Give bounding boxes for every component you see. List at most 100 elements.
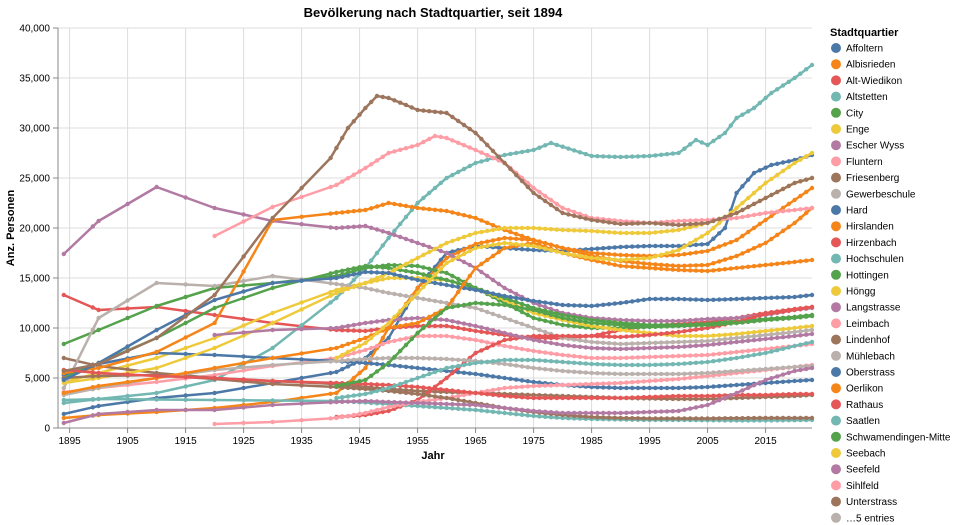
data-point — [583, 228, 588, 233]
data-point — [450, 334, 455, 339]
data-point — [624, 257, 629, 262]
data-point — [444, 255, 449, 261]
data-point — [369, 206, 374, 211]
legend-item-seefeld[interactable]: Seefeld — [831, 464, 880, 476]
data-point — [641, 385, 646, 391]
data-point — [734, 349, 739, 355]
data-point — [345, 273, 351, 278]
data-point — [711, 370, 716, 375]
data-point — [398, 308, 403, 314]
data-point — [688, 328, 693, 333]
data-point — [386, 404, 391, 410]
data-point — [583, 361, 588, 366]
legend-item-altstetten[interactable]: Altstetten — [831, 91, 888, 104]
legend-item-hard[interactable]: Hard — [831, 205, 868, 217]
data-point — [357, 337, 362, 343]
legend-item-escher-wyss[interactable]: Escher Wyss — [831, 140, 904, 152]
series-muhlebach — [61, 355, 815, 398]
legend-item-leimbach[interactable]: Leimbach — [831, 318, 889, 330]
data-point — [688, 361, 693, 366]
data-point — [647, 345, 652, 351]
legend-item-saatlen[interactable]: Saatlen — [831, 415, 880, 428]
legend-label: Affoltern — [846, 44, 883, 55]
data-point — [357, 392, 362, 397]
data-point — [606, 410, 612, 416]
legend-item-hirslanden[interactable]: Hirslanden — [831, 221, 894, 233]
legend-item-sihlfeld[interactable]: Sihlfeld — [831, 480, 879, 492]
data-point — [421, 317, 426, 323]
data-point — [612, 154, 617, 159]
data-point — [490, 291, 496, 296]
legend-item-oberstrass[interactable]: Oberstrass — [831, 367, 895, 379]
legend-item-hottingen[interactable]: Hottingen — [831, 269, 889, 282]
legend-item-friesenberg[interactable]: Friesenberg — [831, 172, 899, 185]
data-point — [659, 229, 664, 234]
data-point — [763, 217, 768, 223]
legend-item-gewerbeschule[interactable]: Gewerbeschule — [831, 188, 916, 201]
data-point — [804, 189, 809, 195]
legend-item-langstrasse[interactable]: Langstrasse — [831, 302, 901, 314]
data-point — [676, 329, 681, 335]
legend-item-rathaus[interactable]: Rathaus — [831, 399, 883, 411]
data-point — [711, 236, 716, 241]
legend-item-affoltern[interactable]: Affoltern — [831, 43, 883, 55]
data-point — [780, 209, 786, 214]
data-point — [775, 316, 780, 321]
data-point — [386, 385, 391, 391]
legend-item-hochschulen[interactable]: Hochschulen — [831, 253, 904, 266]
data-point — [572, 344, 577, 349]
data-point — [705, 338, 710, 344]
data-point — [427, 393, 432, 398]
data-point — [421, 296, 426, 302]
data-point — [670, 385, 675, 391]
legend-item-enge[interactable]: Enge — [831, 124, 870, 136]
data-point — [496, 410, 501, 415]
data-point — [757, 351, 762, 357]
legend-item-unterstrass[interactable]: Unterstrass — [831, 496, 897, 509]
data-point — [351, 380, 356, 385]
legend-label: Alt-Wiedikon — [846, 76, 902, 87]
data-point — [212, 390, 217, 396]
legend-item-oerlikon[interactable]: Oerlikon — [831, 383, 883, 395]
data-point — [804, 332, 809, 337]
legend-swatch — [831, 464, 841, 475]
legend-item-hongg[interactable]: Höngg — [831, 286, 875, 298]
data-point — [374, 204, 380, 209]
data-point — [479, 339, 484, 344]
legend-item-hirzenbach[interactable]: Hirzenbach — [831, 237, 897, 249]
data-point — [456, 370, 461, 375]
legend-item-fluntern[interactable]: Fluntern — [831, 156, 883, 168]
data-point — [572, 148, 577, 153]
legend-item-lindenhof[interactable]: Lindenhof — [831, 334, 890, 347]
legend-swatch — [831, 107, 841, 118]
data-point — [525, 297, 530, 303]
legend-item-muhlebach[interactable]: Mühlebach — [831, 350, 895, 363]
data-point — [728, 356, 733, 361]
data-point — [415, 290, 420, 296]
data-point — [717, 337, 722, 342]
data-point — [490, 148, 496, 154]
data-point — [409, 321, 414, 327]
data-point — [479, 136, 484, 142]
data-point — [485, 220, 490, 225]
data-point — [705, 268, 710, 274]
data-point — [595, 395, 600, 401]
data-point — [612, 262, 617, 267]
data-point — [717, 351, 722, 356]
data-point — [560, 210, 565, 216]
data-point — [548, 351, 554, 356]
legend-item-city[interactable]: City — [831, 107, 863, 120]
legend-item-schwamendingen-mitte[interactable]: Schwamendingen-Mitte — [831, 431, 951, 444]
legend-item-seebach[interactable]: Seebach — [831, 448, 885, 460]
legend-item-alt-wiedikon[interactable]: Alt-Wiedikon — [831, 75, 902, 87]
data-point — [490, 311, 496, 317]
legend-item-albisrieden[interactable]: Albisrieden — [831, 59, 895, 71]
data-point — [299, 326, 304, 332]
data-point — [711, 225, 716, 231]
data-point — [583, 303, 588, 308]
data-point — [693, 317, 699, 322]
legend-label: Fluntern — [846, 157, 883, 168]
data-point — [682, 222, 687, 227]
data-point — [682, 252, 687, 257]
data-point — [96, 403, 101, 409]
